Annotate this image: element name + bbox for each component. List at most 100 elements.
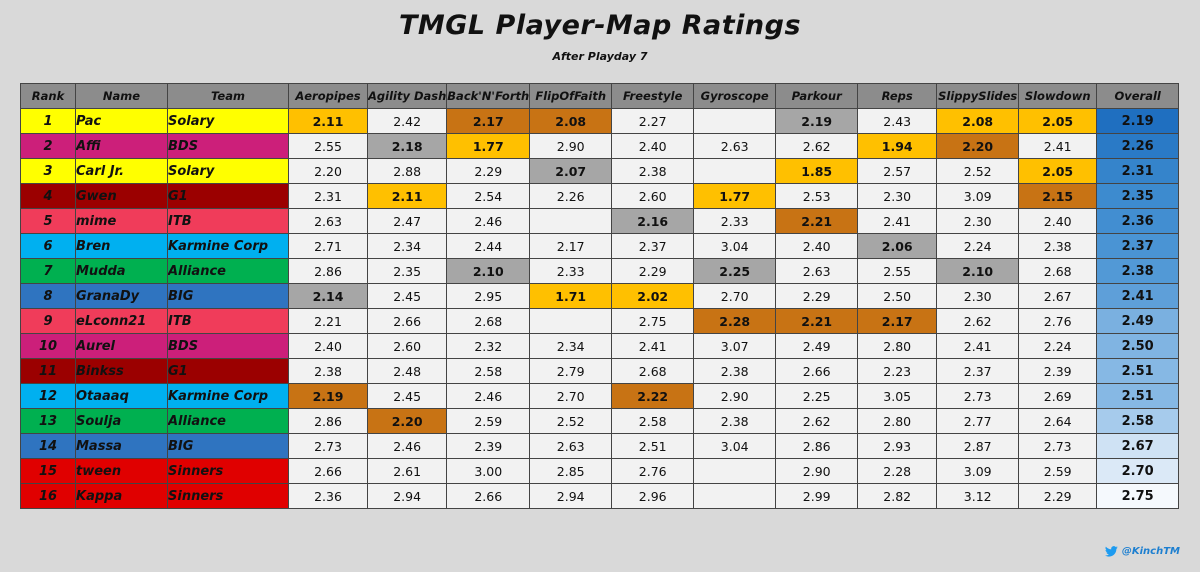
rating-cell: 2.96 xyxy=(611,483,695,509)
player-name: Bren xyxy=(75,233,168,259)
team-name: ITB xyxy=(167,308,289,334)
team-name: BDS xyxy=(167,333,289,359)
rating-cell: 2.73 xyxy=(1018,433,1098,459)
rating-cell: 2.33 xyxy=(693,208,777,234)
rating-cell: 3.04 xyxy=(693,233,777,259)
rating-cell: 2.16 xyxy=(611,208,695,234)
player-name: Kappa xyxy=(75,483,168,509)
rating-cell: 2.30 xyxy=(936,208,1020,234)
rating-cell: 2.20 xyxy=(936,133,1020,159)
rating-cell: 2.73 xyxy=(936,383,1020,409)
rating-cell: 2.55 xyxy=(857,258,938,284)
rank-cell: 16 xyxy=(20,483,76,509)
rating-cell: 2.71 xyxy=(288,233,368,259)
rating-cell: 2.38 xyxy=(1018,233,1098,259)
rating-cell: 2.73 xyxy=(288,433,368,459)
overall-cell: 2.51 xyxy=(1096,358,1180,384)
rating-cell: 2.70 xyxy=(693,283,777,309)
header-row: Rank Name Team Aeropipes Agility Dash Ba… xyxy=(20,83,1180,109)
rating-cell: 2.63 xyxy=(693,133,777,159)
rating-cell: 3.05 xyxy=(857,383,938,409)
rating-cell: 2.11 xyxy=(288,108,368,134)
rating-cell: 2.66 xyxy=(366,308,448,334)
header-name: Name xyxy=(75,83,168,109)
page-title: TMGL Player-Map Ratings xyxy=(398,10,802,41)
player-name: Pac xyxy=(75,108,168,134)
player-name: Binkss xyxy=(75,358,168,384)
rating-cell: 2.49 xyxy=(775,333,859,359)
rating-cell: 2.34 xyxy=(529,333,613,359)
rating-cell: 2.29 xyxy=(1018,483,1098,509)
rank-cell: 5 xyxy=(20,208,76,234)
rating-cell: 2.48 xyxy=(366,358,448,384)
rating-cell: 2.14 xyxy=(288,283,368,309)
rating-cell: 2.40 xyxy=(611,133,695,159)
rating-cell: 2.21 xyxy=(775,308,859,334)
player-name: Otaaaq xyxy=(75,383,168,409)
rating-cell: 2.47 xyxy=(366,208,448,234)
overall-cell: 2.58 xyxy=(1096,408,1180,434)
rating-cell: 2.06 xyxy=(857,233,938,259)
rank-cell: 13 xyxy=(20,408,76,434)
rating-cell: 2.45 xyxy=(366,383,448,409)
rating-cell xyxy=(693,458,777,484)
rating-cell: 3.12 xyxy=(936,483,1020,509)
team-name: BIG xyxy=(167,283,289,309)
rating-cell: 2.34 xyxy=(366,233,448,259)
table-row: 1 Pac Solary 2.11 2.42 2.17 2.08 2.27 2.19 2.43 2.… xyxy=(20,108,1180,134)
rating-cell: 2.58 xyxy=(611,408,695,434)
player-name: tween xyxy=(75,458,168,484)
rating-cell: 2.36 xyxy=(288,483,368,509)
rank-cell: 8 xyxy=(20,283,76,309)
team-name: Karmine Corp xyxy=(167,383,289,409)
overall-cell: 2.38 xyxy=(1096,258,1180,284)
rank-cell: 1 xyxy=(20,108,76,134)
rating-cell: 2.61 xyxy=(366,458,448,484)
table-row: 13 Soulja Alliance 2.86 2.20 2.59 2.52 2.58 2.38… xyxy=(20,408,1180,434)
rating-cell: 2.95 xyxy=(446,283,531,309)
rating-cell: 2.43 xyxy=(857,108,938,134)
rating-cell: 2.94 xyxy=(529,483,613,509)
table-row: 10 Aurel BDS 2.40 2.60 2.32 2.34 2.41 3.07 2.49 2.… xyxy=(20,333,1180,359)
rating-cell: 2.05 xyxy=(1018,158,1098,184)
rating-cell: 2.31 xyxy=(288,183,368,209)
player-name: Gwen xyxy=(75,183,168,209)
twitter-credit: @KinchTM xyxy=(1104,546,1180,557)
player-name: Affi xyxy=(75,133,168,159)
rating-cell: 2.87 xyxy=(936,433,1020,459)
rating-cell: 3.09 xyxy=(936,458,1020,484)
rating-cell: 2.41 xyxy=(857,208,938,234)
rating-cell: 2.59 xyxy=(1018,458,1098,484)
overall-cell: 2.26 xyxy=(1096,133,1180,159)
rating-cell xyxy=(529,308,613,334)
rating-cell: 2.63 xyxy=(288,208,368,234)
rating-cell: 2.68 xyxy=(1018,258,1098,284)
header-map: SlippySlides xyxy=(936,83,1020,109)
rating-cell: 2.20 xyxy=(366,408,448,434)
player-name: mime xyxy=(75,208,168,234)
rating-cell: 2.86 xyxy=(288,258,368,284)
rating-cell: 2.86 xyxy=(288,408,368,434)
player-name: Mudda xyxy=(75,258,168,284)
table-body: 1 Pac Solary 2.11 2.42 2.17 2.08 2.27 2.19 2.43 2.… xyxy=(20,108,1180,509)
rating-cell: 2.38 xyxy=(288,358,368,384)
team-name: Karmine Corp xyxy=(167,233,289,259)
team-name: Alliance xyxy=(167,408,289,434)
overall-cell: 2.49 xyxy=(1096,308,1180,334)
rating-cell: 2.38 xyxy=(693,358,777,384)
rating-cell: 3.07 xyxy=(693,333,777,359)
rating-cell: 2.69 xyxy=(1018,383,1098,409)
rating-cell: 2.62 xyxy=(775,408,859,434)
rating-cell: 2.99 xyxy=(775,483,859,509)
rating-cell: 2.19 xyxy=(288,383,368,409)
overall-cell: 2.37 xyxy=(1096,233,1180,259)
table-row: 2 Affi BDS 2.55 2.18 1.77 2.90 2.40 2.63 2.62 1.94… xyxy=(20,133,1180,159)
rating-cell: 2.46 xyxy=(446,208,531,234)
table-row: 8 GranaDy BIG 2.14 2.45 2.95 1.71 2.02 2.70 2.29 2… xyxy=(20,283,1180,309)
rating-cell: 2.10 xyxy=(936,258,1020,284)
rating-cell: 1.94 xyxy=(857,133,938,159)
header-map: Parkour xyxy=(775,83,859,109)
rating-cell: 2.67 xyxy=(1018,283,1098,309)
rating-cell: 2.28 xyxy=(693,308,777,334)
rating-cell xyxy=(693,483,777,509)
